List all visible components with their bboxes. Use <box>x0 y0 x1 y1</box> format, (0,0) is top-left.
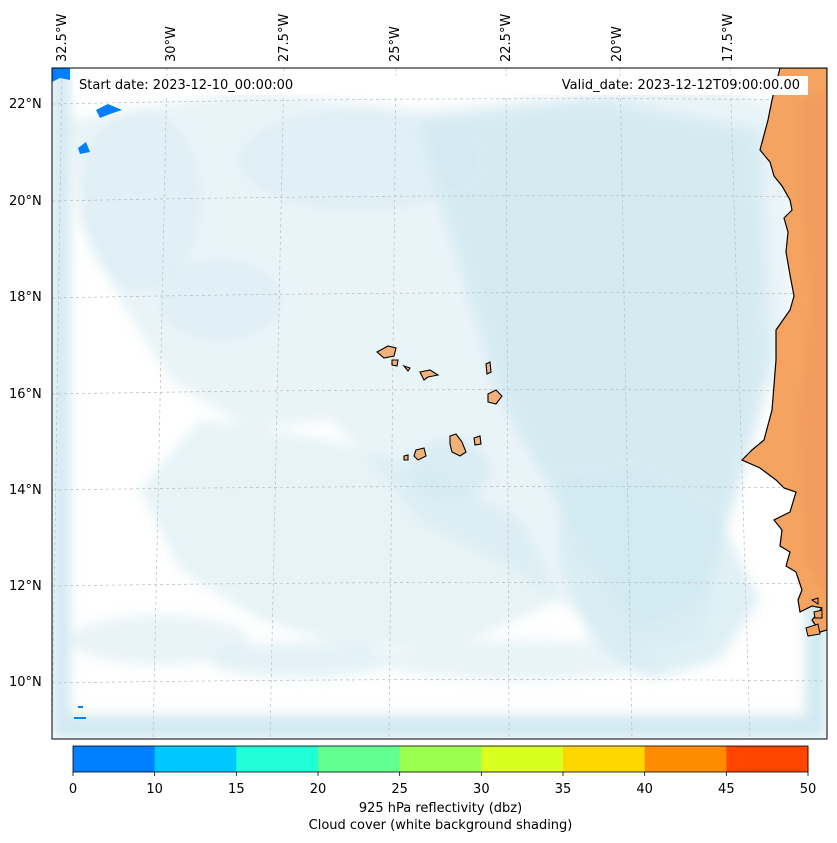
lon-label-17-5w: 17.5°W <box>721 13 736 62</box>
sao-nicolau-island <box>419 369 440 381</box>
santa-luzia-island <box>402 364 411 372</box>
colorbar-bin <box>73 746 156 772</box>
lat-label-10n: 10°N <box>9 675 42 690</box>
lon-label-20w: 20°W <box>610 26 625 62</box>
colorbar-bin <box>236 746 319 772</box>
lon-label-22-5w: 22.5°W <box>499 13 514 62</box>
santo-antao-island <box>376 345 397 359</box>
bissagos-islands <box>805 597 823 637</box>
colorbar-bin <box>399 746 482 772</box>
lon-label-27-5w: 27.5°W <box>277 13 292 62</box>
lon-label-25w: 25°W <box>388 26 403 62</box>
sal-island <box>485 361 492 375</box>
africa-inland-shading <box>798 90 827 600</box>
lat-label-20n: 20°N <box>9 194 42 209</box>
boa-vista-island <box>487 389 503 405</box>
maio-island <box>473 435 482 446</box>
map-area <box>52 68 827 739</box>
colorbar-tick-label: 20 <box>309 782 327 797</box>
colorbar-bin <box>726 746 809 772</box>
colorbar-tick-label: 15 <box>228 782 245 797</box>
colorbar-bin <box>318 746 401 772</box>
colorbar-bin <box>154 746 237 772</box>
brava-island <box>403 454 409 461</box>
fogo-island <box>413 447 427 461</box>
colorbar-bin <box>481 746 564 772</box>
colorbar-tick-label: 50 <box>799 782 817 797</box>
start-date-label: Start date: 2023-12-10_00:00:00 <box>79 78 294 93</box>
colorbar-bin <box>563 746 646 772</box>
graticule <box>52 68 827 739</box>
lon-label-30w: 30°W <box>164 26 179 62</box>
colorbar-label-line2: Cloud cover (white background shading) <box>308 818 573 833</box>
colorbar-tick-label: 10 <box>146 782 163 797</box>
colorbar-tick-label: 0 <box>68 782 78 797</box>
colorbar-tick-label: 35 <box>554 782 572 797</box>
cape-verde-islands <box>376 345 503 461</box>
santiago-island <box>449 433 467 457</box>
colorbar-tick-label: 30 <box>473 782 490 797</box>
lat-label-22n: 22°N <box>9 97 42 112</box>
lon-label-32-5w: 32.5°W <box>55 13 70 62</box>
colorbar-tick-label: 40 <box>636 782 653 797</box>
lat-label-12n: 12°N <box>9 579 42 594</box>
reflectivity-patches <box>52 68 122 719</box>
map-frame <box>51 67 828 740</box>
lat-label-16n: 16°N <box>9 387 42 402</box>
sao-vicente-island <box>391 359 399 367</box>
colorbar-tick-label: 25 <box>391 782 408 797</box>
colorbar <box>72 745 809 776</box>
date-banner: Start date: 2023-12-10_00:00:00 Valid_da… <box>73 76 808 95</box>
colorbar-label-line1: 925 hPa reflectivity (dbz) <box>358 801 523 816</box>
cloud-cover-shading <box>52 68 827 739</box>
valid-date-label: Valid_date: 2023-12-12T09:00:00.00 <box>561 78 800 93</box>
lat-label-14n: 14°N <box>9 483 42 498</box>
colorbar-tick-label: 45 <box>718 782 735 797</box>
lat-label-18n: 18°N <box>9 290 42 305</box>
colorbar-bin <box>644 746 727 772</box>
